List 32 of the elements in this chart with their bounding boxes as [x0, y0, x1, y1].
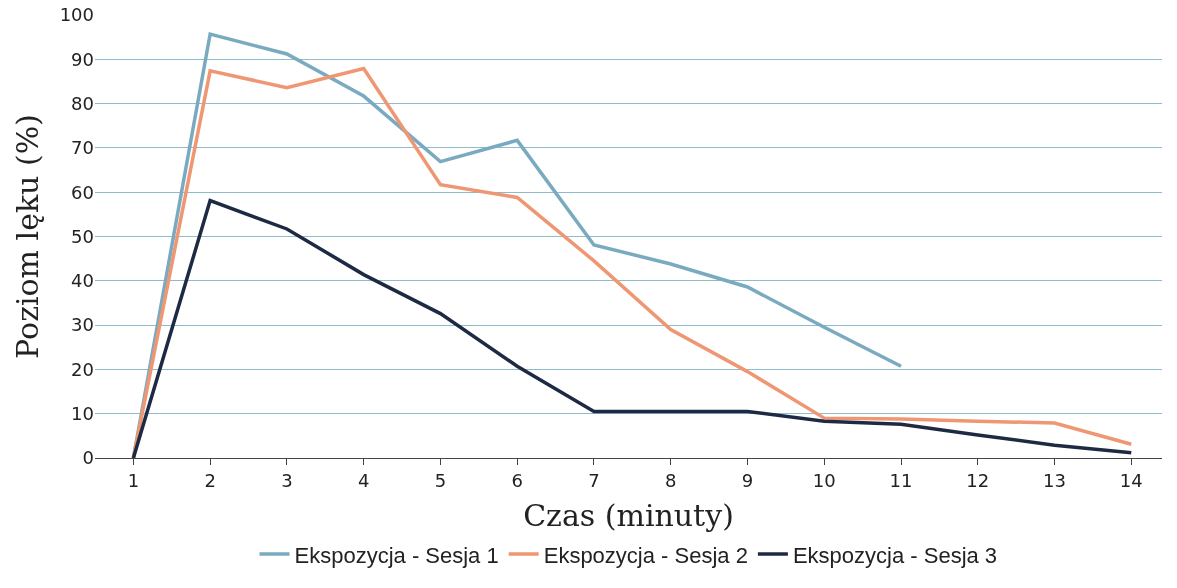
x-tick-label: 2 — [204, 469, 216, 491]
x-tick-label: 7 — [588, 469, 600, 491]
x-tick-label: 9 — [741, 469, 754, 491]
x-tick-label: 10 — [812, 469, 836, 491]
y-tick-label: 10 — [71, 403, 94, 424]
x-tick-label: 8 — [664, 469, 677, 491]
legend-label: Ekspozycja - Sesja 2 — [543, 542, 748, 568]
y-tick-label: 100 — [59, 4, 94, 26]
y-tick-label: 70 — [71, 137, 94, 159]
x-tick-label: 3 — [281, 469, 293, 491]
line-series — [131, 66, 1134, 458]
x-tick-label: 4 — [357, 469, 370, 491]
x-axis-title: Czas (minuty) — [523, 498, 734, 534]
x-tick-label: 6 — [511, 469, 523, 491]
x-tick-label: 11 — [889, 469, 913, 491]
y-tick-label: 20 — [71, 358, 94, 380]
line-series — [131, 198, 1134, 458]
y-tick-label: 80 — [71, 92, 94, 114]
y-tick-label: 90 — [71, 48, 94, 70]
legend-label: Ekspozycja - Sesja 1 — [294, 542, 499, 568]
y-tick-label: 40 — [71, 270, 94, 292]
y-tick-label: 60 — [71, 181, 94, 203]
x-tick-label: 14 — [1119, 469, 1143, 491]
x-tick-label: 13 — [1043, 469, 1066, 491]
x-tick-label: 1 — [127, 469, 140, 491]
x-tick-label: 12 — [966, 469, 990, 491]
y-tick-label: 50 — [71, 225, 94, 247]
y-axis-title: Poziom lęku (%) — [9, 114, 45, 359]
x-tick-label: 5 — [434, 469, 447, 491]
y-tick-label: 0 — [82, 447, 94, 469]
legend-label: Ekspozycja - Sesja 3 — [792, 542, 998, 568]
y-tick-label: 30 — [71, 314, 94, 336]
